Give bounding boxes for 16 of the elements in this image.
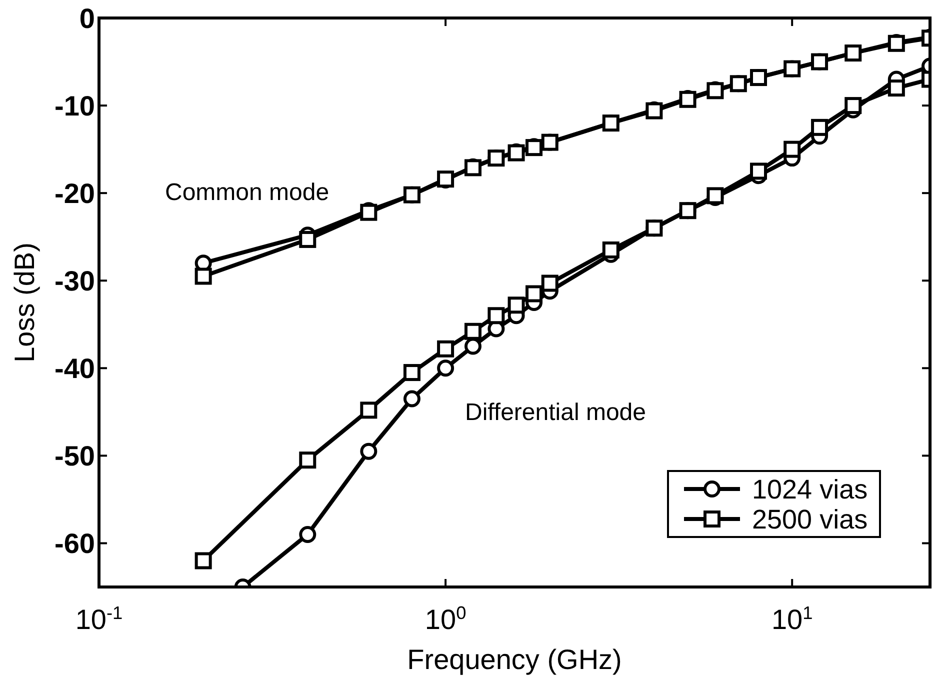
y-tick-label: -30 (54, 265, 95, 296)
y-tick-label: -10 (54, 90, 95, 122)
x-tick-label: 10$^{-1}$ (75, 603, 123, 635)
annotation: Common mode (165, 179, 330, 206)
y-tick-label: -40 (54, 352, 95, 384)
x-axis-title: Frequency (GHz) (407, 644, 622, 675)
y-tick-label: -50 (54, 440, 95, 472)
y-tick-label: -20 (54, 178, 95, 209)
y-tick-label: -60 (54, 528, 95, 560)
annotation: Differential mode (465, 399, 646, 426)
y-tick-label: 0 (79, 2, 95, 34)
x-tick-label: 10$^{0}$ (424, 603, 466, 635)
x-tick-label: 10$^{1}$ (771, 603, 813, 635)
legend-label: 2500 vias (752, 504, 868, 534)
y-axis-title: Loss (dB) (9, 242, 40, 362)
legend-label: 1024 vias (752, 474, 868, 504)
